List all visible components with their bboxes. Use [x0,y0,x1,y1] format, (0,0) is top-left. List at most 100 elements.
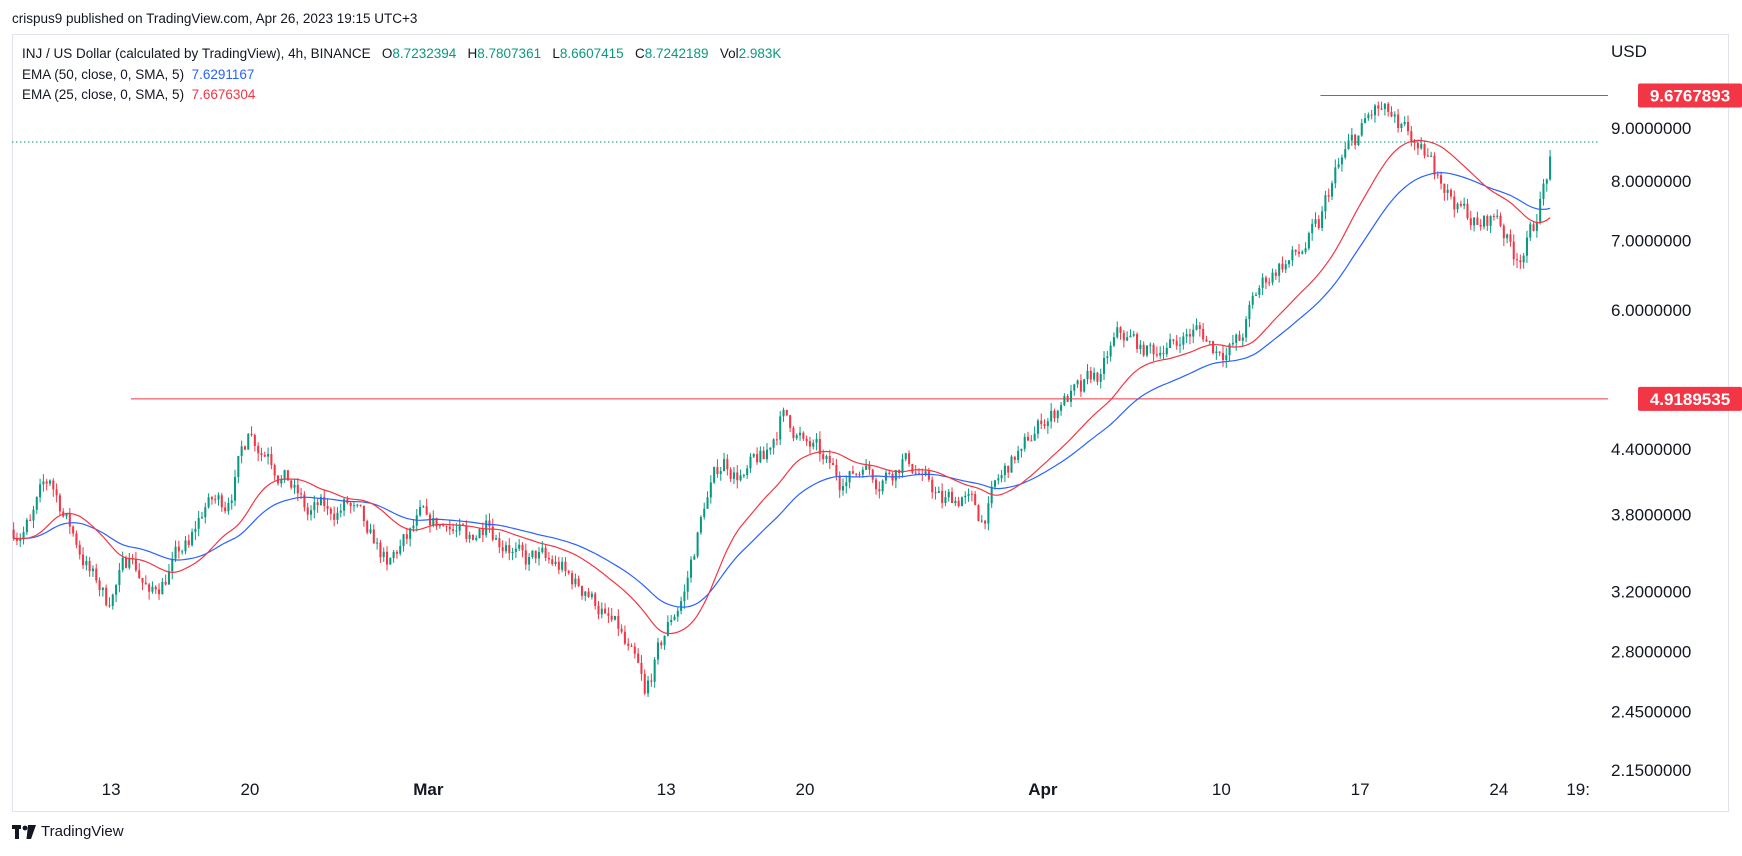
candle-body [1459,203,1462,206]
candle-body [1043,424,1046,427]
legend-ema25-row[interactable]: EMA (25, close, 0, SMA, 5) 7.6676304 [22,85,781,106]
candle-body [1013,456,1016,460]
candle-body [45,481,48,484]
candle-body [1344,149,1347,158]
y-tick-label: 3.2000000 [1611,583,1691,602]
candle-body [1509,234,1512,242]
candle-body [580,586,583,596]
candle-body [230,500,233,503]
candle-body [323,496,326,506]
candle-body [1284,264,1287,270]
candle-body [623,631,626,644]
chart-legend: INJ / US Dollar (calculated by TradingVi… [22,44,781,106]
candle-body [742,475,745,477]
candle-body [1172,339,1175,341]
x-tick-label: 20 [240,780,259,799]
candle-body [1350,134,1353,141]
candle-body [752,454,755,457]
candle-body [789,415,792,428]
candles-group [12,101,1552,698]
candle-body [845,482,848,487]
candle-body [604,608,607,614]
candle-body [1337,164,1340,168]
candle-body [389,558,392,565]
y-tick-label: 7.0000000 [1611,232,1691,251]
candle-body [379,542,382,558]
candle-body [115,585,118,595]
footer-brand[interactable]: TradingView [12,823,124,840]
symbol-name: INJ / US Dollar (calculated by TradingVi… [22,46,371,61]
candle-body [762,450,765,460]
candle-body [1317,219,1320,229]
candle-body [138,570,141,578]
ema25-label: EMA (25, close, 0, SMA, 5) [22,87,185,102]
candle-body [148,584,151,592]
candle-body [931,479,934,493]
legend-ema50-row[interactable]: EMA (50, close, 0, SMA, 5) 7.6291167 [22,65,781,86]
candle-body [881,480,884,492]
candle-body [1549,156,1552,180]
candle-body [359,504,362,506]
candle-body [1225,355,1228,361]
candle-body [336,512,339,520]
candle-body [577,578,580,587]
candle-body [392,551,395,559]
candle-body [1027,436,1030,441]
candle-body [1288,260,1291,265]
candle-body [1159,352,1162,356]
candle-body [1410,131,1413,142]
candle-body [633,646,636,654]
candle-body [52,480,55,490]
candle-body [58,495,61,512]
candle-body [508,545,511,554]
candle-body [960,497,963,507]
open-label: O [381,46,393,61]
candle-body [15,538,18,541]
candle-body [412,525,415,529]
candle-body [1525,237,1528,256]
candle-body [954,500,957,503]
currency-label[interactable]: USD [1611,42,1647,61]
candle-body [1155,354,1158,356]
candle-body [313,502,316,511]
candle-body [1116,327,1119,338]
x-tick-label: 24 [1489,780,1508,799]
candle-body [812,442,815,447]
candle-body [726,459,729,470]
candle-body [858,474,861,476]
candle-body [1066,395,1069,402]
candle-body [1281,263,1284,270]
candle-body [511,551,514,554]
candle-body [683,591,686,602]
candle-body [600,608,603,615]
candle-body [1050,410,1053,422]
candle-body [571,573,574,585]
candle-body [699,517,702,533]
candle-body [1238,334,1241,341]
level-badge-1 [1638,386,1742,411]
candle-body [164,581,167,585]
candle-body [875,479,878,490]
candle-body [941,490,944,503]
candle-body [283,470,286,480]
candle-body [224,507,227,512]
candle-body [134,558,137,571]
candle-body [1529,224,1532,238]
tradingview-logo-icon [12,824,36,839]
legend-symbol-row[interactable]: INJ / US Dollar (calculated by TradingVi… [22,44,781,65]
candle-body [35,497,38,510]
candle-body [425,506,428,515]
candle-body [296,484,299,494]
candle-body [465,525,468,539]
high-value: 8.7807361 [477,46,542,61]
candle-body [1000,475,1003,479]
candle-body [914,472,917,474]
candle-body [19,539,22,541]
candle-body [1390,111,1393,117]
candle-body [1202,328,1205,340]
candle-body [1400,124,1403,128]
candle-body [419,506,422,516]
candle-body [719,471,722,474]
candle-body [607,613,610,616]
